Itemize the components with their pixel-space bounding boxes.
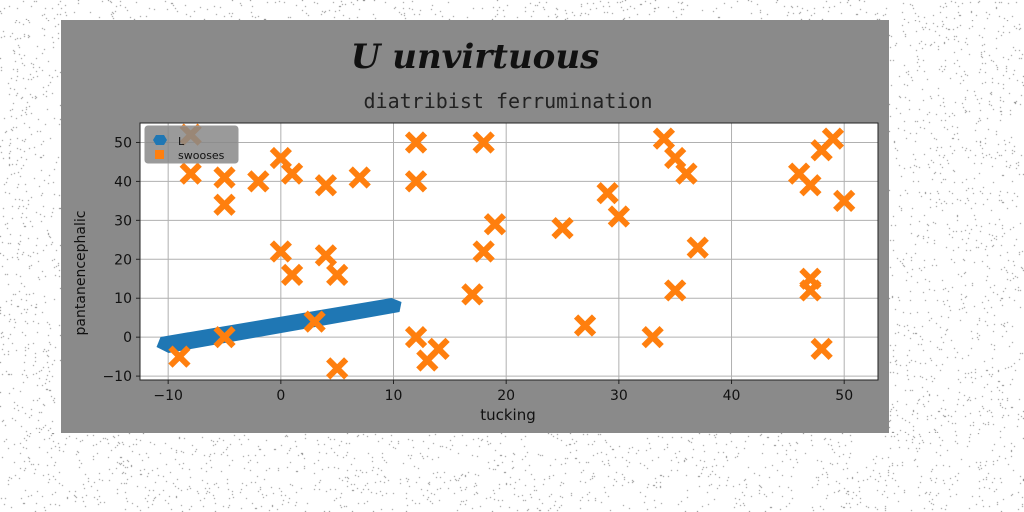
y-tick-label: −10 xyxy=(102,369,132,385)
y-axis-label: pantanencephalic xyxy=(73,211,89,336)
plot-area xyxy=(140,123,878,380)
swooses-point xyxy=(404,170,428,193)
swooses-point xyxy=(280,263,304,286)
x-axis-label: tucking xyxy=(480,406,536,424)
y-tick-label: 20 xyxy=(114,252,132,268)
x-tick-label: 40 xyxy=(723,388,741,404)
swooses-point xyxy=(404,326,428,349)
swooses-point xyxy=(427,337,450,360)
swooses-point xyxy=(314,174,338,197)
y-tick-label: 0 xyxy=(123,330,132,346)
swooses-point xyxy=(314,244,338,267)
swooses-point xyxy=(652,127,676,150)
legend-marker-swooses xyxy=(155,150,164,159)
y-tick-label: 50 xyxy=(114,135,132,151)
y-tick-label: 30 xyxy=(114,213,132,229)
x-tick-label: 30 xyxy=(610,388,628,404)
swooses-point xyxy=(326,263,349,286)
legend-box xyxy=(144,125,239,164)
legend-label-L: L xyxy=(178,135,185,148)
chart-title: diatribist ferrumination xyxy=(364,89,653,113)
plot-frame xyxy=(139,122,879,381)
series-L-band xyxy=(156,298,402,353)
swooses-point xyxy=(280,162,304,185)
swooses-point xyxy=(168,345,191,368)
swooses-point xyxy=(799,174,822,197)
swooses-point xyxy=(664,146,687,170)
swooses-point xyxy=(596,181,619,205)
swooses-point xyxy=(675,162,698,185)
x-tick-label: 0 xyxy=(276,388,285,404)
swooses-point xyxy=(213,166,236,189)
swooses-point xyxy=(573,314,597,337)
figure-panel: U unvirtuous diatribist ferrumination −1… xyxy=(61,20,889,433)
swooses-point xyxy=(179,162,202,185)
chart: diatribist ferrumination −10 0 10 20 30 40 50−… xyxy=(73,89,879,424)
swooses-point xyxy=(607,205,630,228)
swooses-point xyxy=(213,326,236,349)
swooses-point xyxy=(833,189,856,213)
swooses-point xyxy=(799,279,822,302)
y-tick-label: 10 xyxy=(114,291,132,307)
swooses-point xyxy=(213,193,236,216)
swooses-point xyxy=(269,240,292,263)
y-tick-label: 40 xyxy=(114,174,132,190)
legend-marker-L xyxy=(153,135,167,145)
swooses-point xyxy=(686,236,709,259)
x-tick-label: −10 xyxy=(153,388,183,404)
x-tick-label: 50 xyxy=(835,388,853,404)
legend-label-swooses: swooses xyxy=(178,149,225,162)
swooses-point xyxy=(326,357,349,380)
grid xyxy=(140,123,878,380)
figure-title: U unvirtuous xyxy=(350,37,600,77)
swooses-point xyxy=(269,146,292,170)
swooses-point xyxy=(461,283,484,306)
axis-ticks: −10 0 10 20 30 40 50 −10 0 10 20 30 40 50 xyxy=(102,135,853,404)
swooses-point xyxy=(472,131,495,154)
swooses-point xyxy=(247,170,270,193)
swooses-point xyxy=(483,213,507,236)
swooses-point xyxy=(641,326,664,349)
swooses-point xyxy=(551,217,574,240)
swooses-point xyxy=(348,166,371,189)
x-tick-label: 10 xyxy=(385,388,403,404)
data-marks xyxy=(156,123,856,380)
swooses-point xyxy=(472,240,495,263)
x-tick-label: 20 xyxy=(497,388,515,404)
swooses-point xyxy=(664,279,687,302)
swooses-point xyxy=(404,131,428,154)
swooses-point xyxy=(303,310,326,333)
swooses-point xyxy=(810,337,833,360)
swooses-point xyxy=(821,127,845,150)
